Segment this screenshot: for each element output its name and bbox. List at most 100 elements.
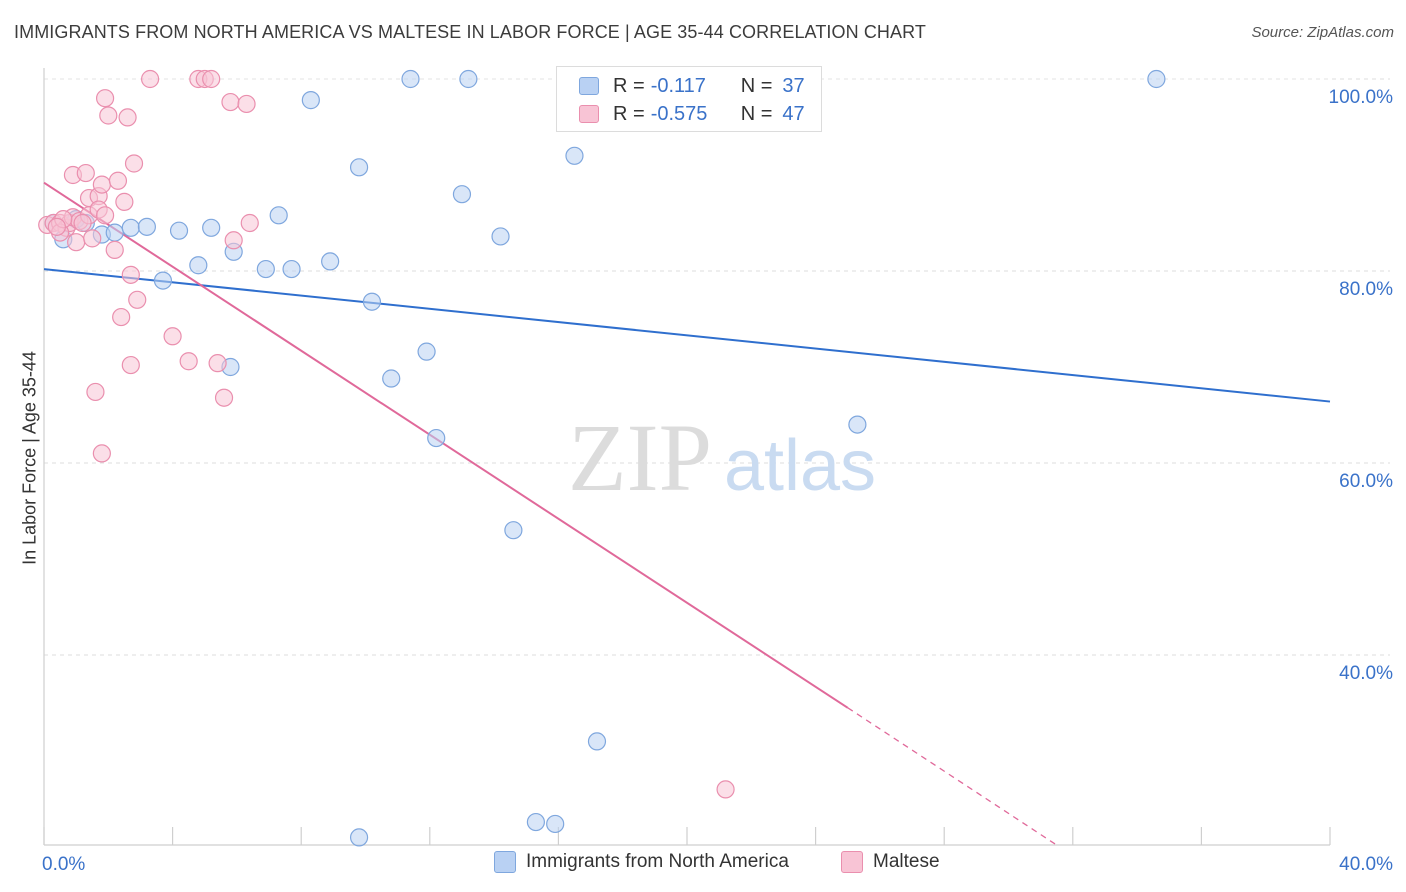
immigrants-swatch <box>579 77 599 95</box>
point-maltese <box>221 92 240 112</box>
r-label: R = <box>613 102 645 125</box>
legend-swatch-maltese <box>841 851 863 873</box>
point-maltese <box>214 388 234 407</box>
point-maltese <box>95 206 115 225</box>
legend-label-immigrants: Immigrants from North America <box>526 851 789 872</box>
x-tick-label-min: 0.0% <box>42 854 85 875</box>
point-maltese <box>115 192 134 211</box>
y-tick-label: 60.0% <box>1339 471 1393 492</box>
point-maltese <box>112 307 131 327</box>
watermark-atlas: atlas <box>724 426 876 506</box>
trend-line-maltese-extension <box>847 707 1058 846</box>
point-immigrants <box>504 521 523 540</box>
point-maltese <box>73 213 92 233</box>
chart-title: IMMIGRANTS FROM NORTH AMERICA VS MALTESE… <box>14 22 926 42</box>
point-maltese <box>95 89 115 108</box>
point-maltese <box>105 240 124 259</box>
trend-line-maltese <box>43 181 849 709</box>
grid-lines <box>44 78 1390 656</box>
series-maltese-points <box>38 69 735 799</box>
legend-label-maltese: Maltese <box>873 851 940 872</box>
r-value-immigrants: -0.117 <box>650 74 706 97</box>
point-immigrants <box>301 91 320 110</box>
point-immigrants <box>256 259 275 279</box>
point-immigrants <box>417 342 436 361</box>
legend-swatch-immigrants <box>494 851 516 873</box>
point-maltese <box>179 352 198 371</box>
point-maltese <box>121 355 140 375</box>
point-immigrants <box>349 158 369 177</box>
point-immigrants <box>202 218 221 237</box>
trend-lines <box>43 181 1331 846</box>
legend: Immigrants from North America Maltese <box>0 851 1406 879</box>
legend-item-immigrants[interactable]: Immigrants from North America <box>494 851 789 873</box>
point-maltese <box>240 213 259 233</box>
tick-labels: 40.0% 60.0% 80.0% 100.0% 0.0% 40.0% <box>42 87 1393 875</box>
point-immigrants <box>848 415 867 434</box>
point-immigrants <box>491 227 510 246</box>
point-immigrants <box>459 69 478 89</box>
point-maltese <box>92 444 111 463</box>
point-maltese <box>124 154 144 173</box>
point-maltese <box>224 231 243 250</box>
point-maltese <box>121 265 140 284</box>
point-immigrants <box>452 185 472 204</box>
watermark: ZIP atlas <box>568 404 876 511</box>
legend-item-maltese[interactable]: Maltese <box>841 851 940 873</box>
y-tick-label: 80.0% <box>1339 279 1393 300</box>
y-tick-label: 40.0% <box>1339 663 1393 684</box>
point-immigrants <box>427 428 446 448</box>
point-immigrants <box>1147 69 1166 89</box>
n-value-immigrants: 37 <box>782 74 805 97</box>
point-maltese <box>128 290 147 309</box>
watermark-zip: ZIP <box>568 404 712 511</box>
point-maltese <box>92 175 111 194</box>
point-maltese <box>86 382 105 402</box>
point-immigrants <box>526 812 545 832</box>
point-immigrants <box>349 828 369 847</box>
r-value-maltese: -0.575 <box>650 102 708 125</box>
point-immigrants <box>321 252 340 271</box>
point-immigrants <box>153 271 173 290</box>
n-value-maltese: 47 <box>782 102 805 125</box>
y-axis-label: In Labor Force | Age 35-44 <box>19 351 40 565</box>
point-immigrants <box>362 292 382 311</box>
y-tick-label: 100.0% <box>1329 87 1394 108</box>
point-immigrants <box>282 259 301 279</box>
point-immigrants <box>121 218 140 237</box>
point-immigrants <box>382 369 401 388</box>
axes <box>43 68 1331 846</box>
point-maltese <box>202 69 221 89</box>
point-maltese <box>67 233 86 252</box>
r-label: R = <box>613 74 645 97</box>
point-immigrants <box>137 217 156 236</box>
point-immigrants <box>565 146 584 165</box>
point-immigrants <box>169 221 189 240</box>
point-maltese <box>237 94 256 114</box>
trend-line-immigrants <box>43 268 1331 403</box>
point-immigrants <box>269 206 288 225</box>
point-immigrants <box>189 256 208 275</box>
stats-row-maltese: R = -0.575 N = 47 <box>579 101 805 127</box>
x-tick-label-max: 40.0% <box>1339 854 1393 875</box>
point-maltese <box>118 108 137 127</box>
point-maltese <box>208 354 227 373</box>
point-maltese <box>716 780 735 799</box>
point-maltese <box>76 163 95 183</box>
point-maltese <box>163 327 182 346</box>
point-maltese <box>108 171 128 190</box>
source-credit: Source: ZipAtlas.com <box>1251 24 1394 41</box>
maltese-swatch <box>579 105 599 123</box>
point-maltese <box>99 106 118 125</box>
point-immigrants <box>546 814 565 834</box>
n-label: N = <box>740 74 773 97</box>
n-label: N = <box>740 102 773 125</box>
point-maltese <box>140 69 160 89</box>
point-maltese <box>47 217 66 236</box>
stats-box: R = -0.117 N = 37 R = -0.575 N = 47 <box>556 66 822 132</box>
point-maltese <box>83 229 102 248</box>
point-immigrants <box>105 223 124 242</box>
point-immigrants <box>587 732 607 751</box>
point-immigrants <box>401 69 420 89</box>
